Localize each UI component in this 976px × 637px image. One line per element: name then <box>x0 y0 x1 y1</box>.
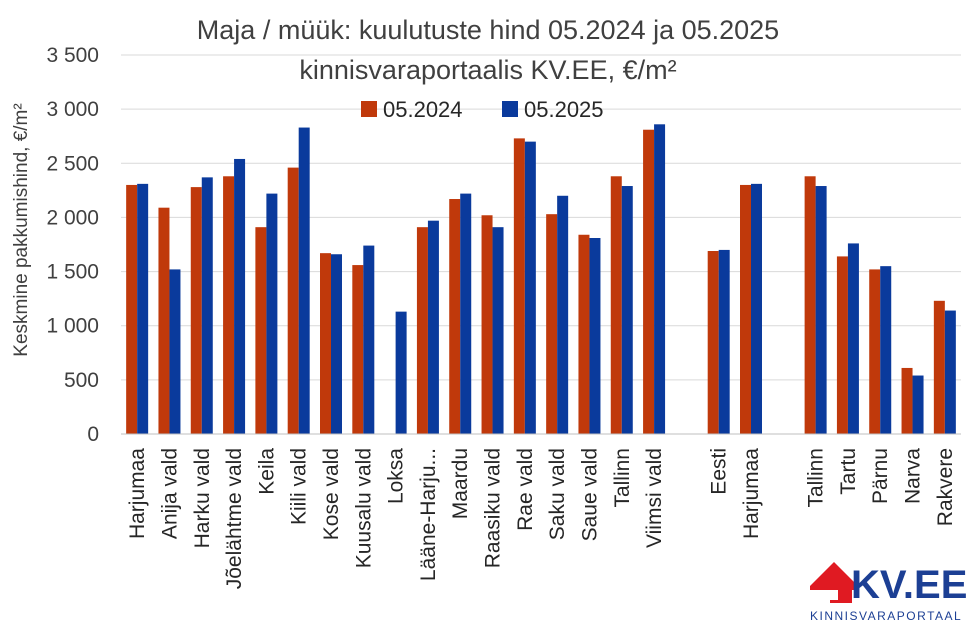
x-category-label: Viimsi vald <box>643 448 666 548</box>
y-tick-label: 1 500 <box>46 261 99 284</box>
x-category-label: Harjumaa <box>740 448 763 539</box>
bar-05.2024 <box>610 176 622 434</box>
bar-05.2024 <box>869 269 881 434</box>
legend-label-2025: 05.2025 <box>524 97 604 122</box>
bar-05.2024 <box>126 184 138 434</box>
bar-05.2024 <box>578 234 590 434</box>
bar-05.2024 <box>707 250 719 434</box>
bar-05.2024 <box>481 215 493 434</box>
x-category-label: Harjumaa <box>126 448 149 539</box>
x-category-label: Eesti <box>708 448 731 495</box>
bar-05.2025 <box>492 227 504 434</box>
bar-05.2025 <box>815 186 827 434</box>
house-icon <box>810 562 858 603</box>
y-tick-label: 1 000 <box>46 315 99 338</box>
y-tick-label: 2 000 <box>46 206 99 229</box>
bar-05.2025 <box>654 124 666 434</box>
bar-05.2025 <box>718 249 730 434</box>
bar-05.2025 <box>169 269 181 434</box>
bar-05.2024 <box>643 129 655 434</box>
bar-05.2024 <box>416 227 428 434</box>
y-tick-label: 3 500 <box>46 44 99 67</box>
x-category-label: Keila <box>255 448 278 495</box>
y-tick-label: 2 500 <box>46 152 99 175</box>
bar-05.2024 <box>223 176 235 434</box>
bar-05.2025 <box>524 141 536 434</box>
bar-05.2024 <box>901 367 913 434</box>
bar-05.2025 <box>137 183 149 434</box>
legend-swatch-2025 <box>502 101 518 117</box>
bars <box>126 124 956 435</box>
bar-05.2025 <box>298 127 310 435</box>
bar-05.2024 <box>546 214 558 434</box>
x-category-label: Maardu <box>449 448 472 519</box>
x-category-label: Rakvere <box>934 448 957 526</box>
x-category-label: Kuusalu vald <box>352 448 375 568</box>
bar-05.2025 <box>427 220 439 434</box>
bar-05.2025 <box>363 245 375 434</box>
bar-05.2025 <box>201 177 213 434</box>
y-tick-label: 0 <box>87 423 99 446</box>
bar-05.2025 <box>331 254 342 434</box>
bar-05.2024 <box>255 227 267 434</box>
bar-05.2025 <box>880 266 892 434</box>
bar-05.2025 <box>395 311 407 434</box>
x-category-label: Tartu <box>837 448 860 495</box>
x-category-label: Rae vald <box>514 448 537 531</box>
logo-tagline: KINNISVARAPORTAAL <box>810 609 962 623</box>
x-category-label: Raasiku vald <box>482 448 505 568</box>
bar-05.2025 <box>912 375 924 434</box>
x-category-label: Jõelähtme vald <box>223 448 246 589</box>
bar-05.2025 <box>847 243 859 434</box>
bar-05.2025 <box>944 310 956 434</box>
legend-label-2024: 05.2024 <box>383 97 463 122</box>
x-category-label: Lääne-Harju... <box>417 448 440 581</box>
bar-05.2025 <box>557 195 569 434</box>
bar-05.2025 <box>266 193 278 434</box>
logo-wordmark: KV.EE <box>851 563 967 607</box>
bar-05.2024 <box>287 167 299 435</box>
bar-05.2025 <box>621 186 633 434</box>
bar-05.2024 <box>320 253 331 434</box>
x-category-label: Saue vald <box>578 448 601 541</box>
x-category-label: Pärnu <box>869 448 892 504</box>
x-category-label: Anija vald <box>158 448 181 539</box>
x-category-label: Kiili vald <box>288 448 311 525</box>
x-category-label: Harku vald <box>191 448 214 548</box>
bar-05.2024 <box>190 187 202 434</box>
x-category-label: Narva <box>902 448 925 504</box>
bar-05.2024 <box>740 184 751 434</box>
chart-title: Maja / müük: kuulutuste hind 05.2024 ja … <box>197 15 779 45</box>
bar-05.2024 <box>352 265 364 434</box>
bar-05.2024 <box>158 207 170 434</box>
x-category-label: Kose vald <box>320 448 343 540</box>
bar-05.2024 <box>449 199 461 434</box>
kv-ee-logo: KV.EE KINNISVARAPORTAAL <box>810 562 967 623</box>
legend: 05.2024 05.2025 <box>361 97 604 122</box>
chart-subtitle: kinnisvaraportaalis KV.EE, €/m² <box>299 55 676 85</box>
bar-05.2024 <box>804 176 816 434</box>
bar-05.2024 <box>836 256 848 434</box>
y-axis-ticks: 0 500 1 000 1 500 2 000 2 500 3 000 3 500 <box>46 44 99 446</box>
legend-swatch-2024 <box>361 101 377 117</box>
x-axis-categories: Harjumaa Anija vald Harku vald Jõelähtme va… <box>126 448 957 590</box>
bar-05.2024 <box>513 138 525 434</box>
y-axis-label: Keskmine pakkumishind, €/m² <box>11 103 32 356</box>
bar-05.2025 <box>460 193 472 434</box>
x-category-label: Loksa <box>385 448 408 504</box>
y-tick-label: 500 <box>64 369 99 392</box>
x-category-label: Tallinn <box>805 448 828 508</box>
bar-05.2024 <box>933 300 945 434</box>
bar-05.2025 <box>234 158 246 434</box>
x-category-label: Saku vald <box>546 448 569 540</box>
bar-05.2025 <box>589 238 601 434</box>
y-tick-label: 3 000 <box>46 98 99 121</box>
x-category-label: Tallinn <box>611 448 634 508</box>
bar-05.2025 <box>751 183 762 434</box>
